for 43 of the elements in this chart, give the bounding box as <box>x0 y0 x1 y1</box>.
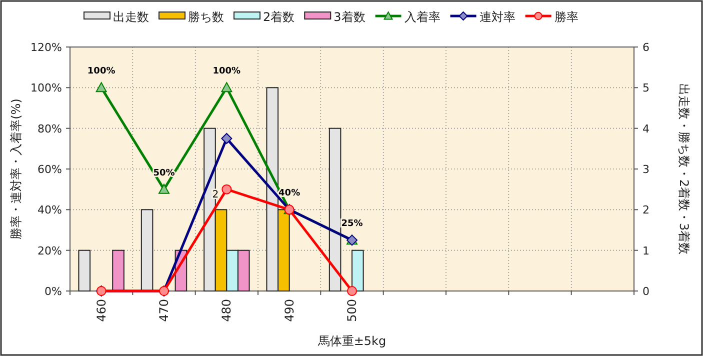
x-tick-label: 460 <box>94 299 108 322</box>
legend-label: 2着数 <box>263 10 295 24</box>
point <box>221 82 232 92</box>
y2-tick-label: 6 <box>642 41 650 54</box>
legend-label: 勝率 <box>554 10 578 24</box>
point <box>221 133 232 144</box>
x-tick-label: 480 <box>220 299 234 322</box>
data-label: 25% <box>341 219 363 230</box>
legend-label: 勝ち数 <box>188 10 224 24</box>
y2-tick-label: 1 <box>642 244 650 258</box>
x-tick-label: 490 <box>282 299 296 322</box>
y-tick-label: 20% <box>38 244 62 258</box>
y-axis-title: 勝率・連対率・入着率(%) <box>9 98 23 240</box>
y2-tick-label: 5 <box>642 82 650 95</box>
point <box>96 82 107 92</box>
bar <box>112 250 124 292</box>
point <box>158 184 170 194</box>
bar <box>352 250 364 292</box>
y2-tick-label: 3 <box>642 163 650 176</box>
data-label: 100% <box>212 66 241 77</box>
x-tick-label: 500 <box>345 299 359 322</box>
legend-label: 出走数 <box>113 10 149 24</box>
point <box>347 286 357 296</box>
x-axis-title: 馬体重±5kg <box>316 334 386 348</box>
x-tick-label: 470 <box>157 299 171 322</box>
y2-tick-label: 2 <box>642 204 650 217</box>
legend-label: 連対率 <box>479 10 516 24</box>
y-tick-label: 60% <box>38 163 62 176</box>
bar <box>328 128 342 292</box>
bar <box>78 250 91 292</box>
y2-axis-title: 出走数・勝ち数・2着数・3着数 <box>677 83 691 255</box>
legend-label: 入着率 <box>404 10 440 24</box>
y-tick-label: 120% <box>30 41 62 54</box>
y2-tick-label: 4 <box>642 122 650 136</box>
legend-label: 3着数 <box>334 10 366 24</box>
bar <box>140 209 154 292</box>
y-tick-label: 0% <box>44 285 62 298</box>
y-tick-label: 80% <box>38 122 62 136</box>
y2-tick-label: 0 <box>642 285 650 298</box>
data-label: 100% <box>87 66 116 77</box>
y-tick-label: 40% <box>38 204 62 217</box>
y-tick-label: 100% <box>30 82 62 95</box>
point <box>222 184 232 194</box>
